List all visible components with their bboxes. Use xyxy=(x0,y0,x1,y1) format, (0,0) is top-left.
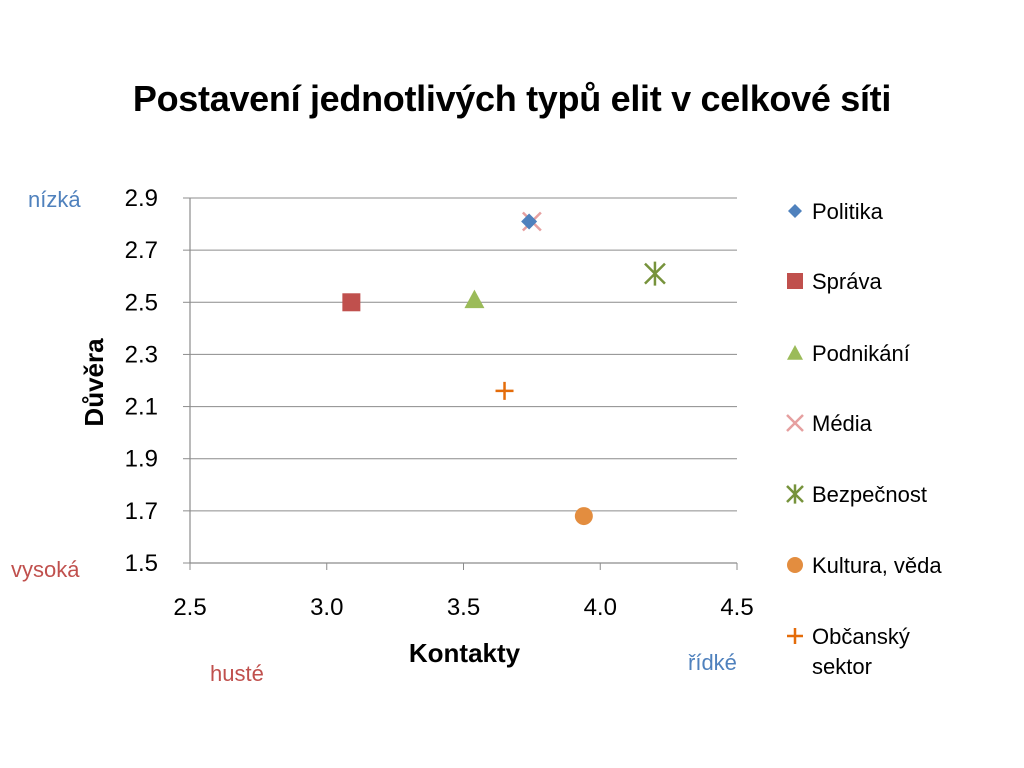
y-tick-label: 2.9 xyxy=(125,185,158,212)
legend-marker xyxy=(787,557,803,573)
data-point-podnik-n- xyxy=(464,289,485,309)
y-tick-label: 2.1 xyxy=(125,394,158,421)
y-annotation-top: nízká xyxy=(28,187,81,212)
legend-label: Média xyxy=(812,411,873,436)
x-tick-label: 3.0 xyxy=(310,594,343,621)
legend-label: Politika xyxy=(812,199,884,224)
legend-marker xyxy=(787,628,803,644)
legend-marker xyxy=(788,204,802,218)
y-tick-label: 2.3 xyxy=(125,341,158,368)
legend-label: Občanský sektor xyxy=(812,624,910,679)
y-axis-title: Důvěra xyxy=(79,338,109,427)
legend-label: Podnikání xyxy=(812,341,910,366)
legend-label: Kultura, věda xyxy=(812,553,942,578)
legend-marker xyxy=(787,273,803,289)
data-point-kultura-v-da xyxy=(574,507,593,526)
y-tick-label: 2.7 xyxy=(125,237,158,264)
data-point-bezpe-nost xyxy=(644,261,666,286)
x-tick-label: 4.0 xyxy=(584,594,617,621)
x-tick-label: 2.5 xyxy=(173,594,206,621)
y-tick-label: 2.5 xyxy=(125,289,158,316)
x-axis-title: Kontakty xyxy=(409,638,521,668)
legend-label: Správa xyxy=(812,269,882,294)
x-tick-label: 3.5 xyxy=(447,594,480,621)
y-tick-label: 1.9 xyxy=(125,446,158,473)
legend-label: Bezpečnost xyxy=(812,482,927,507)
x-annotation-left: husté xyxy=(210,661,264,686)
legend-marker xyxy=(787,345,803,360)
legend-marker xyxy=(786,414,804,432)
data-point-ob-ansk-sektor xyxy=(495,381,514,400)
y-annotation-bottom: vysoká xyxy=(11,557,80,582)
chart-title: Postavení jednotlivých typů elit v celko… xyxy=(132,78,892,119)
x-annotation-right: řídké xyxy=(688,650,737,675)
legend-marker xyxy=(786,484,804,504)
x-tick-label: 4.5 xyxy=(720,594,753,621)
y-tick-label: 1.5 xyxy=(125,550,158,577)
data-point-spr-va xyxy=(342,293,361,312)
y-tick-label: 1.7 xyxy=(125,498,158,525)
data-point-politika xyxy=(521,213,538,230)
